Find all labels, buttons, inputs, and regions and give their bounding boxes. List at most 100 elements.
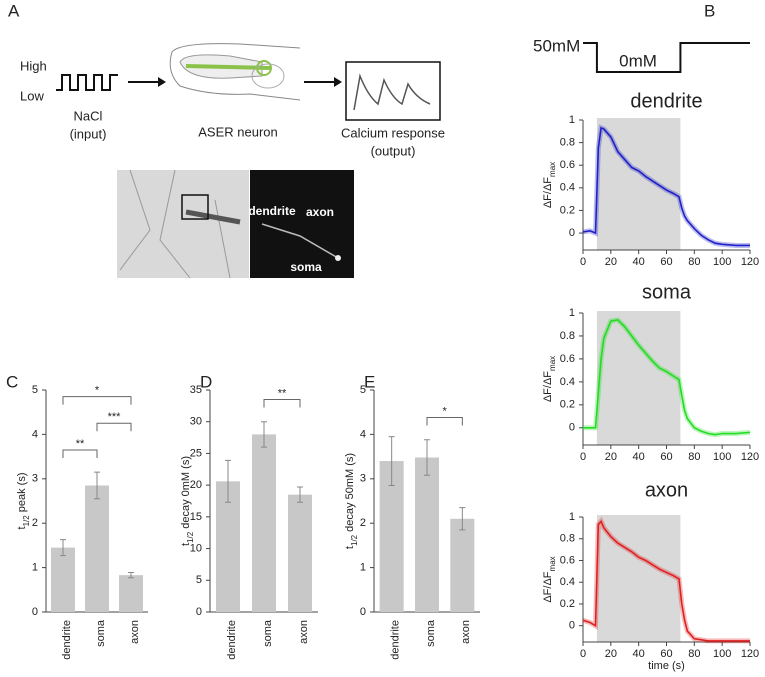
y-axis-label: t1/2 decay 50mM (s) [344, 453, 359, 549]
error-bar [60, 539, 66, 557]
y-tick-label: 25 [190, 447, 202, 459]
x-tick-label: soma [425, 619, 437, 647]
x-tick-label: 60 [660, 256, 672, 268]
x-tick-label: 0 [580, 648, 586, 660]
x-tick-label: 120 [741, 648, 759, 660]
x-tick-label: axon [298, 620, 310, 644]
x-tick-label: 20 [605, 451, 617, 463]
y-tick-label: 1 [32, 562, 38, 574]
y-tick-label: 20 [190, 479, 202, 491]
y-tick-label: 30 [190, 416, 202, 428]
worm-image [185, 209, 241, 225]
response-box [345, 61, 441, 121]
x-tick-label: 40 [633, 648, 645, 660]
label-part: t [16, 526, 28, 529]
y-tick-label: 0.2 [560, 399, 575, 411]
label-part: t [180, 543, 192, 546]
x-tick-label: 100 [713, 451, 731, 463]
y-tick-label: 0.6 [560, 554, 575, 566]
error-bar [459, 507, 466, 531]
bar [216, 481, 240, 612]
bar [51, 547, 75, 612]
error-bar [261, 421, 267, 448]
worm-outline [169, 43, 301, 101]
line [582, 126, 750, 247]
x-tick-label: 120 [741, 451, 759, 463]
low-label: Low [20, 88, 44, 103]
stimulus-trace [583, 42, 750, 73]
input-label: NaCl [74, 108, 103, 123]
stimulus-region [596, 311, 681, 445]
x-tick-label: 60 [660, 451, 672, 463]
x-tick-label: soma [262, 619, 274, 647]
y-tick-label: 3 [32, 473, 38, 485]
stimulus-region [596, 118, 681, 250]
neuron-image [261, 223, 339, 259]
x-tick-label: dendrite [390, 620, 402, 660]
y-tick-label: 35 [190, 384, 202, 396]
significance-label: * [95, 385, 100, 397]
y-tick-label: 0.6 [560, 353, 575, 365]
line [582, 519, 750, 642]
x-tick-label: 0 [580, 451, 586, 463]
label-part: decay 0mM (s) [180, 456, 192, 532]
x-tick-label: axon [460, 620, 472, 644]
y-tick-label: 0.8 [560, 330, 575, 342]
y-axis-label: t1/2 peak (s) [16, 473, 31, 530]
y-tick-label: 1 [569, 511, 575, 523]
image-label: axon [306, 205, 334, 219]
label-part: max [548, 356, 557, 371]
y-tick-label: 0.8 [560, 533, 575, 545]
y-tick-label: 0 [360, 606, 366, 618]
panel-label: A [8, 1, 20, 20]
x-tick-label: soma [95, 619, 107, 647]
error-bar [225, 459, 231, 503]
x-tick-label: 40 [633, 256, 645, 268]
y-tick-label: 0 [569, 620, 575, 632]
label-part: 1/2 [22, 515, 31, 527]
y-tick-label: 2 [32, 517, 38, 529]
arrow-head [334, 77, 342, 87]
arrow-head [158, 77, 166, 87]
line [583, 319, 751, 436]
y-axis-label: ΔF/ΔFmax [542, 556, 557, 602]
x-tick-label: 80 [688, 648, 700, 660]
x-tick-label: 100 [713, 648, 731, 660]
x-tick-label: 40 [633, 451, 645, 463]
zoom-box [181, 194, 209, 220]
significance-label: ** [278, 387, 287, 399]
brightfield-image [117, 170, 249, 278]
chart-title: axon [645, 479, 688, 501]
significance-label: ** [76, 438, 85, 450]
y-axis-label: ΔF/ΔFmax [542, 356, 557, 402]
label-part: 1/2 [186, 531, 195, 543]
stimulus-low: 0mM [619, 51, 657, 70]
soma-image [335, 255, 341, 261]
y-tick-label: 0.8 [560, 137, 575, 149]
y-tick-label: 5 [32, 384, 38, 396]
x-tick-label: 120 [741, 256, 759, 268]
square-wave [56, 74, 118, 91]
neuron-label: ASER neuron [198, 124, 278, 139]
y-tick-label: 1 [360, 562, 366, 574]
significance-bracket [62, 449, 98, 458]
label-part: peak (s) [16, 473, 28, 516]
x-tick-label: 80 [688, 256, 700, 268]
y-tick-label: 5 [196, 574, 202, 586]
bar [119, 575, 143, 612]
error-bar [94, 471, 100, 500]
chart-title: dendrite [630, 90, 702, 112]
significance-label: *** [108, 411, 122, 423]
error-bar [388, 436, 395, 486]
y-tick-label: 0.2 [560, 204, 575, 216]
y-tick-label: 1 [569, 114, 575, 126]
y-tick-label: 0 [196, 606, 202, 618]
output-label: (output) [371, 143, 416, 158]
x-tick-label: 0 [580, 256, 586, 268]
x-tick-label: dendrite [226, 620, 238, 660]
input-label: (input) [70, 126, 107, 141]
y-tick-label: 4 [360, 428, 366, 440]
label-part: ΔF/ΔF [542, 371, 554, 402]
label-part: ΔF/ΔF [542, 571, 554, 602]
